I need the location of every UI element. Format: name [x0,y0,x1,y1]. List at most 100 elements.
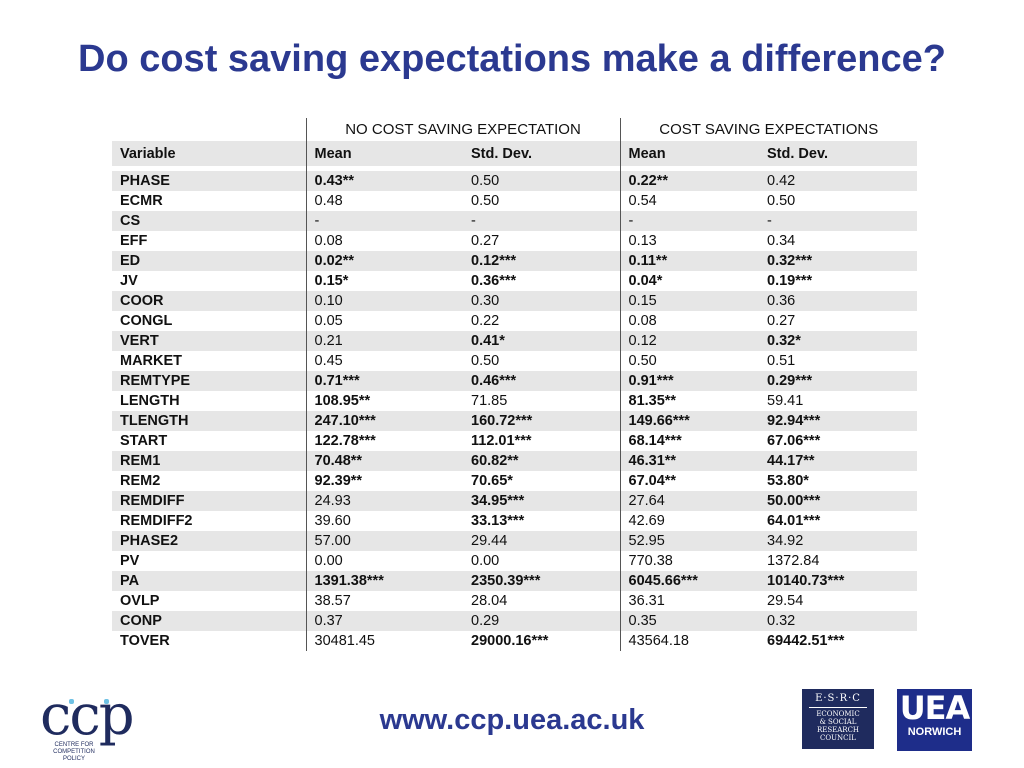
variable-cell: REM1 [112,451,306,471]
mean-no-cost-saving-cell: 247.10*** [305,411,463,431]
variable-cell: CS [112,211,306,231]
mean-cost-saving-cell: 0.12 [619,331,759,351]
table-row: CONGL 0.05 0.22 0.08 0.27 [112,311,917,331]
variable-cell: MARKET [120,353,183,369]
std-dev-cost-saving-cell: 64.01*** [767,513,821,529]
std-dev-no-cost-saving-cell: 34.95*** [463,491,620,511]
mean-cost-saving-cell: 42.69 [619,511,759,531]
std-dev-cost-saving-cell: 0.29*** [759,371,917,391]
mean-cost-saving-cell: 0.91*** [619,371,759,391]
mean-cost-saving-cell: 43564.18 [619,631,759,651]
esrc-logo-title: E·S·R·C [815,693,861,704]
std-dev-cost-saving-cell: 92.94*** [759,411,917,431]
std-dev-cost-saving-cell: 0.34 [767,233,796,249]
uea-logo-subtitle: NORWICH [907,726,962,738]
std-dev-no-cost-saving-cell: 0.29 [463,611,620,631]
mean-cost-saving-cell: 36.31 [619,591,759,611]
std-dev-cost-saving-cell: 0.36 [759,291,917,311]
std-dev-cost-saving-cell: 50.00*** [759,491,917,511]
mean-no-cost-saving-cell: 70.48** [305,451,463,471]
std-dev-cost-saving-cell: 67.06*** [767,433,821,449]
std-dev-no-cost-saving-cell: 0.30 [463,291,620,311]
mean-cost-saving-cell: 0.13 [619,231,759,251]
ccp-logo-subtitle: CENTRE FOR COMPETITION POLICY [53,742,95,762]
mean-no-cost-saving-cell: 122.78*** [305,431,463,451]
esrc-logo-line: RESEARCH [816,726,860,734]
std-dev-cost-saving-cell: 0.27 [767,313,796,329]
variable-cell: CONGL [120,313,173,329]
mean-no-cost-saving-cell: 0.71*** [305,371,463,391]
std-dev-no-cost-saving-cell: 0.46*** [463,371,620,391]
mean-cost-saving-cell: 0.15 [619,291,759,311]
std-dev-no-cost-saving-cell: 60.82** [463,451,620,471]
mean-no-cost-saving-cell: 0.45 [305,351,463,371]
uea-logo: UEA NORWICH [897,689,972,751]
std-dev-no-cost-saving-cell: 29.44 [463,531,620,551]
table-row: COOR 0.10 0.30 0.15 0.36 [112,291,917,311]
mean-cost-saving-cell: 0.54 [619,191,759,211]
variable-cell: REMDIFF2 [120,513,193,529]
ccp-logo-accent [69,699,74,704]
table-row: REM1 70.48** 60.82** 46.31** 44.17** [112,451,917,471]
std-dev-cost-saving-cell: 0.32*** [759,251,917,271]
std-dev-no-cost-saving-cell: 29000.16*** [471,633,549,649]
table-row: CS - - - - [112,211,917,231]
std-dev-no-cost-saving-cell: 160.72*** [463,411,620,431]
variable-cell: REMTYPE [112,371,306,391]
mean-no-cost-saving-cell: 0.21 [305,331,463,351]
mean-no-cost-saving-cell: 38.57 [305,591,463,611]
table-row: OVLP 38.57 28.04 36.31 29.54 [112,591,917,611]
variable-cell: JV [120,273,138,289]
table-row: REMDIFF 24.93 34.95*** 27.64 50.00*** [112,491,917,511]
mean-cost-saving-cell: 770.38 [619,551,759,571]
variable-cell: LENGTH [120,393,180,409]
std-dev-no-cost-saving-cell: 0.12*** [463,251,620,271]
column-header-std-dev: Std. Dev. [463,141,620,166]
website-url[interactable]: www.ccp.uea.ac.uk [379,704,645,736]
variable-cell: TOVER [120,633,170,649]
table-row: ECMR 0.48 0.50 0.54 0.50 [112,191,917,211]
std-dev-cost-saving-cell: - [759,211,917,231]
mean-cost-saving-cell: 0.11** [619,251,759,271]
std-dev-no-cost-saving-cell: 0.50 [471,353,500,369]
mean-no-cost-saving-cell: 108.95** [305,391,463,411]
mean-cost-saving-cell: 6045.66*** [619,571,759,591]
table-row: REMDIFF2 39.60 33.13*** 42.69 64.01*** [112,511,917,531]
std-dev-cost-saving-cell: 0.51 [767,353,796,369]
variable-cell: PA [112,571,306,591]
mean-cost-saving-cell: 27.64 [619,491,759,511]
table-row: MARKET 0.45 0.50 0.50 0.51 [112,351,917,371]
table-row: VERT 0.21 0.41* 0.12 0.32* [112,331,917,351]
table-row: TOVER 30481.45 29000.16*** 43564.18 69442.51… [112,631,917,651]
variable-cell: REMDIFF [112,491,306,511]
std-dev-cost-saving-cell: 0.32* [759,331,917,351]
table-row: START 122.78*** 112.01*** 68.14*** 67.06*** [112,431,917,451]
variable-cell: ECMR [120,193,163,209]
std-dev-no-cost-saving-cell: 71.85 [471,393,508,409]
table-row: JV 0.15* 0.36*** 0.04* 0.19*** [112,271,917,291]
mean-no-cost-saving-cell: 0.05 [305,311,463,331]
std-dev-no-cost-saving-cell: 70.65* [471,473,513,489]
variable-cell: PHASE2 [112,531,306,551]
mean-no-cost-saving-cell: 0.10 [305,291,463,311]
std-dev-cost-saving-cell: 69442.51*** [767,633,845,649]
mean-cost-saving-cell: 67.04** [619,471,759,491]
mean-cost-saving-cell: 52.95 [619,531,759,551]
mean-cost-saving-cell: 149.66*** [619,411,759,431]
group-header-row: NO COST SAVING EXPECTATION COST SAVING E… [112,118,917,141]
variable-cell: REM2 [120,473,161,489]
variable-cell: EFF [120,233,148,249]
std-dev-cost-saving-cell: 10140.73*** [759,571,917,591]
table-row: TLENGTH 247.10*** 160.72*** 149.66*** 92.94*… [112,411,917,431]
table-body: PHASE 0.43** 0.50 0.22** 0.42 ECMR 0.48 0.50 0.5… [112,171,917,651]
mean-no-cost-saving-cell: 0.02** [305,251,463,271]
variable-cell: OVLP [120,593,160,609]
variable-cell: PHASE [112,171,306,191]
table-row: EFF 0.08 0.27 0.13 0.34 [112,231,917,251]
mean-cost-saving-cell: 68.14*** [619,431,759,451]
mean-cost-saving-cell: - [619,211,759,231]
std-dev-no-cost-saving-cell: 0.50 [463,171,620,191]
mean-cost-saving-cell: 81.35** [619,391,759,411]
group-header-no-cost-saving: NO COST SAVING EXPECTATION [305,118,620,141]
esrc-logo-line: COUNCIL [820,734,856,742]
